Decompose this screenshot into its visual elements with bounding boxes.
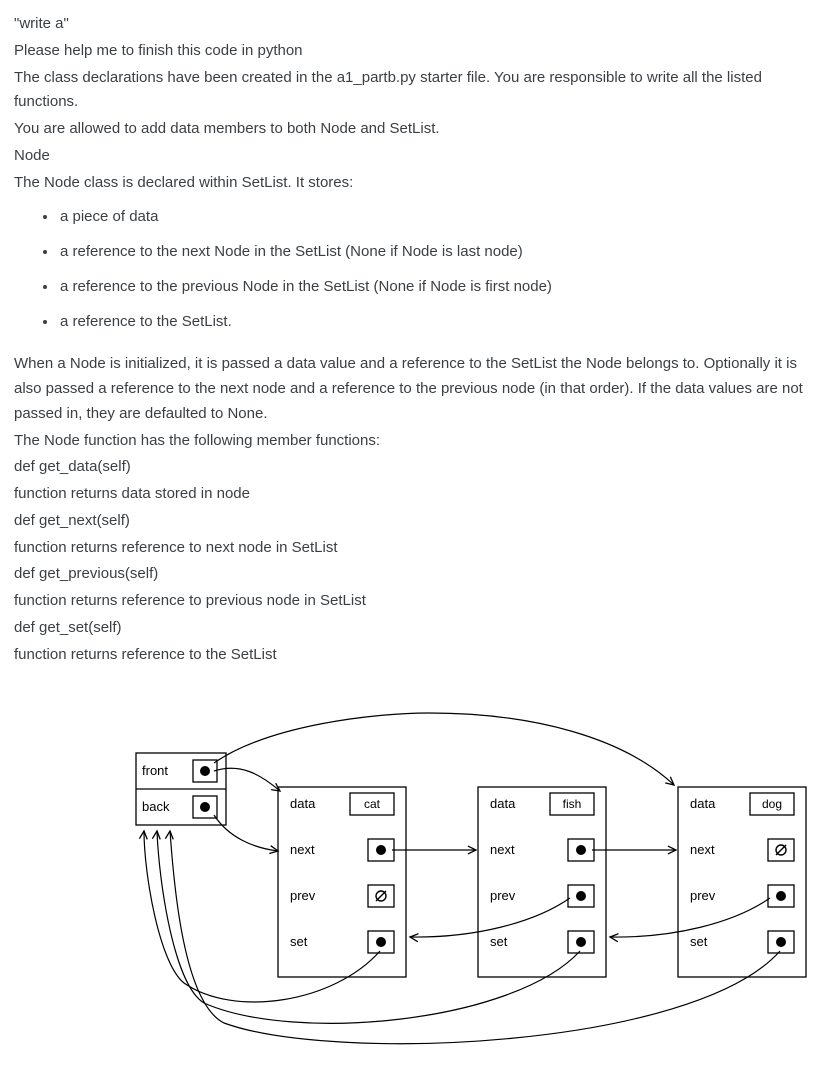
line-members: The Node function has the following memb…	[14, 429, 817, 454]
diagram-svg: front back data cat next prev set data fish next p…	[14, 703, 817, 1063]
line-getset-desc: function returns reference to the SetLis…	[14, 643, 817, 668]
line-getprev-desc: function returns reference to previous n…	[14, 589, 817, 614]
svg-text:fish: fish	[563, 797, 582, 811]
list-item: a piece of data	[58, 205, 817, 230]
svg-text:next: next	[290, 842, 315, 857]
line-node-heading: Node	[14, 144, 817, 169]
list-item: a reference to the SetList.	[58, 310, 817, 335]
svg-text:cat: cat	[364, 797, 381, 811]
line-init: When a Node is initialized, it is passed…	[14, 352, 817, 426]
line-getnext-desc: function returns reference to next node …	[14, 536, 817, 561]
svg-text:prev: prev	[690, 888, 716, 903]
svg-text:prev: prev	[490, 888, 516, 903]
line-getset: def get_set(self)	[14, 616, 817, 641]
line-allowed: You are allowed to add data members to b…	[14, 117, 817, 142]
svg-text:data: data	[490, 796, 516, 811]
svg-text:back: back	[142, 799, 170, 814]
svg-text:next: next	[690, 842, 715, 857]
line-getdata: def get_data(self)	[14, 455, 817, 480]
line-getdata-desc: function returns data stored in node	[14, 482, 817, 507]
line-getnext: def get_next(self)	[14, 509, 817, 534]
line-node-declared: The Node class is declared within SetLis…	[14, 171, 817, 196]
svg-text:data: data	[290, 796, 316, 811]
list-item: a reference to the previous Node in the …	[58, 275, 817, 300]
svg-text:data: data	[690, 796, 716, 811]
node-stores-list: a piece of data a reference to the next …	[14, 205, 817, 334]
line-write-a: "write a"	[14, 12, 817, 37]
svg-text:set: set	[290, 934, 308, 949]
svg-text:set: set	[490, 934, 508, 949]
line-starter: The class declarations have been created…	[14, 66, 817, 116]
list-item: a reference to the next Node in the SetL…	[58, 240, 817, 265]
line-getprev: def get_previous(self)	[14, 562, 817, 587]
svg-text:next: next	[490, 842, 515, 857]
svg-text:dog: dog	[762, 797, 782, 811]
svg-text:front: front	[142, 763, 168, 778]
line-intro: Please help me to finish this code in py…	[14, 39, 817, 64]
document-body: "write a" Please help me to finish this …	[14, 12, 817, 1063]
svg-text:set: set	[690, 934, 708, 949]
linked-list-diagram: front back data cat next prev set data fish next p…	[14, 703, 817, 1063]
svg-text:prev: prev	[290, 888, 316, 903]
